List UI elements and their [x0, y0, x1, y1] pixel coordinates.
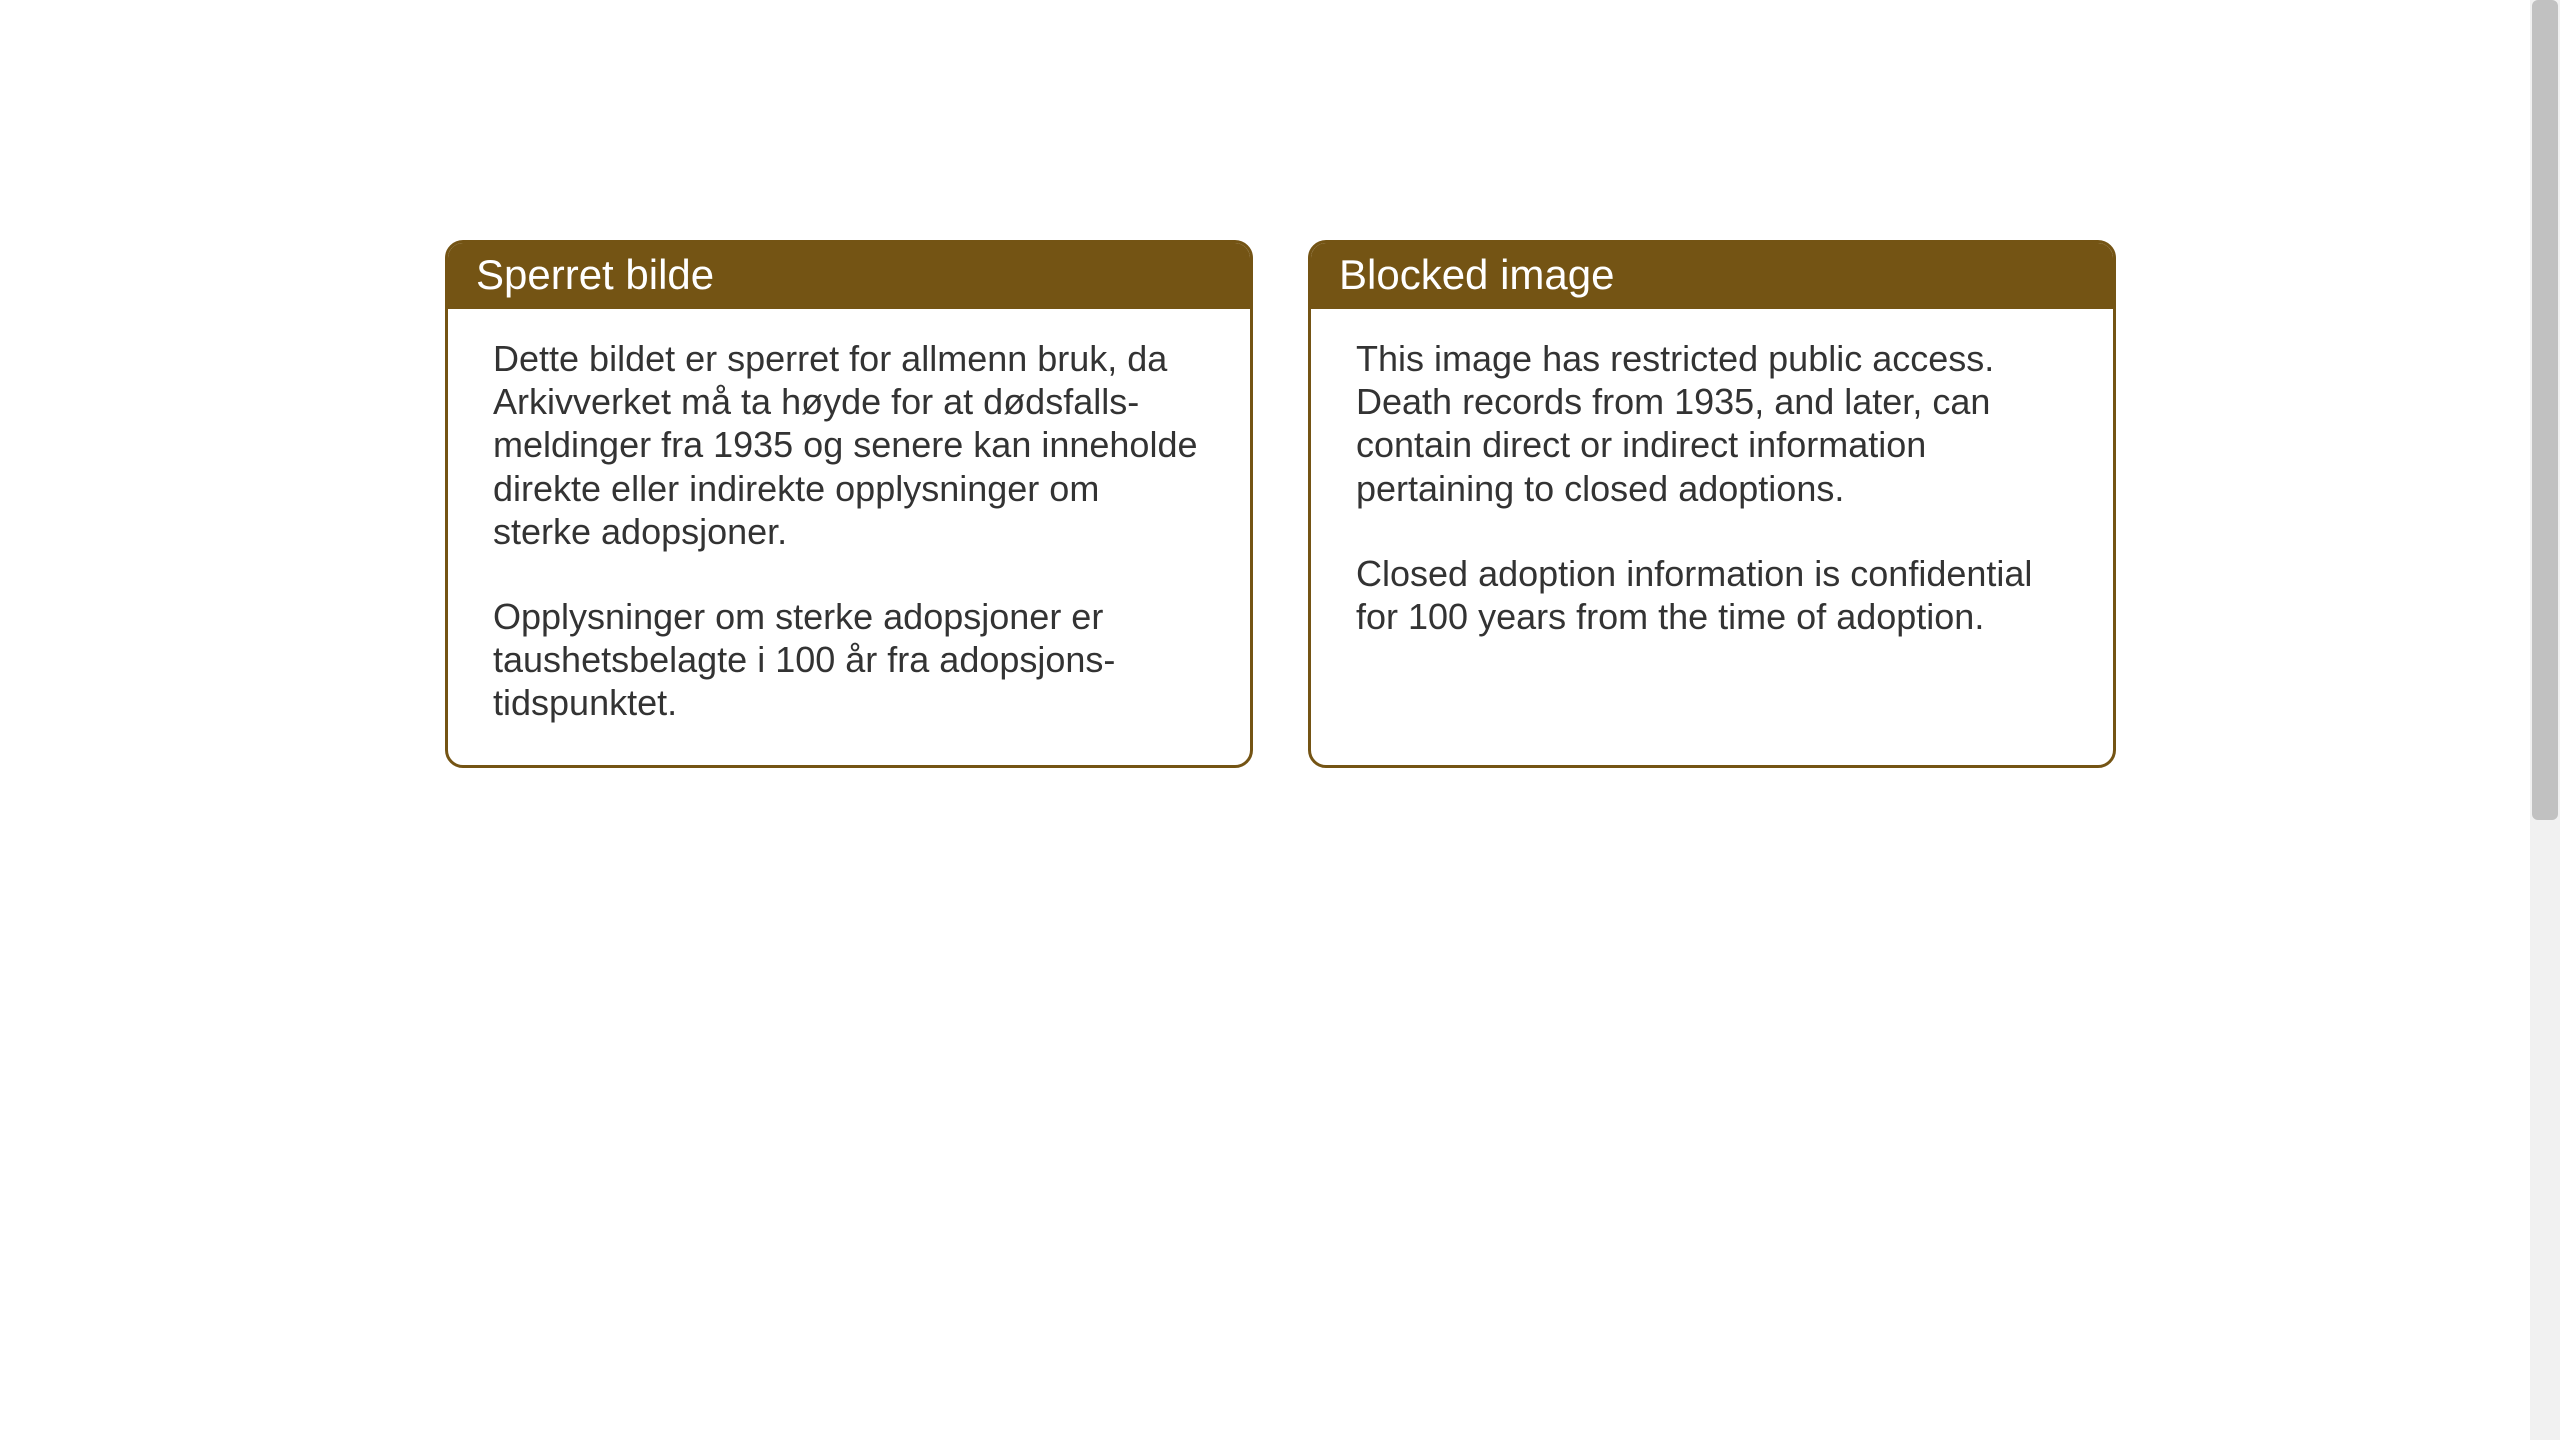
english-notice-title: Blocked image	[1311, 243, 2113, 309]
english-paragraph-1: This image has restricted public access.…	[1356, 337, 2068, 510]
norwegian-paragraph-2: Opplysninger om sterke adopsjoner er tau…	[493, 595, 1205, 725]
english-notice-body: This image has restricted public access.…	[1311, 309, 2113, 678]
notice-container: Sperret bilde Dette bildet er sperret fo…	[445, 240, 2116, 768]
norwegian-notice-card: Sperret bilde Dette bildet er sperret fo…	[445, 240, 1253, 768]
norwegian-notice-title: Sperret bilde	[448, 243, 1250, 309]
english-paragraph-2: Closed adoption information is confident…	[1356, 552, 2068, 638]
norwegian-paragraph-1: Dette bildet er sperret for allmenn bruk…	[493, 337, 1205, 553]
vertical-scrollbar[interactable]	[2530, 0, 2560, 1440]
norwegian-notice-body: Dette bildet er sperret for allmenn bruk…	[448, 309, 1250, 765]
english-notice-card: Blocked image This image has restricted …	[1308, 240, 2116, 768]
scrollbar-thumb[interactable]	[2532, 0, 2558, 820]
